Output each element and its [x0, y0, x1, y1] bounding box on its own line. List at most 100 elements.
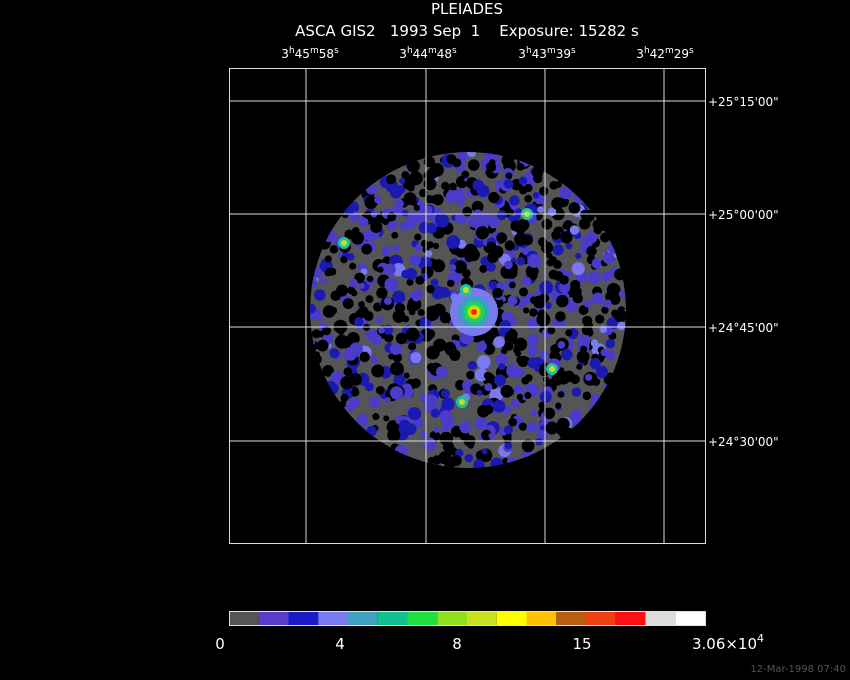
image-patch — [377, 266, 384, 273]
image-patch — [583, 299, 592, 308]
image-patch — [409, 254, 421, 266]
image-patch — [344, 229, 355, 240]
ra-value: 58 — [319, 47, 334, 61]
image-patch — [370, 333, 382, 346]
image-patch — [524, 374, 533, 382]
image-patch — [537, 206, 544, 213]
colorbar-frame — [229, 611, 706, 626]
image-patch — [569, 225, 580, 235]
image-patch — [415, 243, 424, 252]
image-patch — [473, 209, 482, 218]
image-patch — [425, 329, 436, 339]
colorbar-segment — [348, 612, 378, 625]
colorbar-segment — [407, 612, 438, 625]
image-patch — [505, 172, 513, 180]
image-patch — [495, 353, 509, 367]
image-patch — [565, 329, 573, 337]
source — [459, 399, 465, 405]
image-patch — [365, 295, 374, 304]
image-patch — [575, 252, 582, 260]
image-patch — [551, 197, 564, 210]
image-patch — [504, 240, 515, 251]
image-patch — [545, 421, 559, 435]
colorbar-segment — [229, 612, 259, 625]
image-patch — [370, 220, 383, 234]
image-patch — [529, 308, 538, 317]
image-patch — [386, 174, 397, 185]
colorbar-segment — [645, 612, 676, 625]
image-patch — [394, 302, 406, 314]
image-patch — [457, 199, 465, 207]
image-patch — [568, 202, 581, 214]
image-patch — [509, 281, 516, 289]
image-patch — [516, 256, 526, 266]
image-patch — [325, 267, 334, 276]
image-patch — [503, 178, 514, 189]
image-patch — [493, 336, 505, 348]
image-patch — [403, 372, 410, 379]
colorbar-segment — [437, 612, 467, 625]
image-patch — [352, 226, 360, 235]
image-patch — [410, 163, 420, 172]
image-patch — [329, 348, 340, 359]
image-patch — [504, 341, 514, 351]
image-patch — [483, 371, 492, 380]
image-patch — [447, 279, 455, 287]
image-patch — [492, 287, 503, 299]
image-patch — [426, 241, 434, 249]
colorbar-segment — [467, 612, 497, 625]
image-patch — [384, 396, 391, 403]
image-patch — [535, 289, 542, 296]
timestamp: 12-Mar-1998 07:40 — [750, 664, 846, 675]
image-patch — [530, 296, 538, 305]
image-patch — [389, 386, 404, 400]
colorbar-segment — [377, 612, 408, 625]
image-patch — [420, 431, 428, 438]
image-patch — [349, 278, 358, 288]
image-patch — [605, 291, 617, 303]
image-patch — [359, 217, 369, 227]
image-patch — [544, 301, 552, 310]
image-patch — [343, 367, 353, 377]
image-patch — [524, 392, 532, 400]
image-patch — [473, 458, 484, 468]
image-patch — [320, 276, 327, 284]
colorbar-segment — [615, 612, 646, 625]
image-patch — [527, 357, 539, 369]
image-patch — [487, 215, 500, 228]
image-patch — [555, 402, 562, 409]
image-patch — [322, 364, 334, 377]
image-patch — [547, 326, 556, 335]
image-patch — [464, 453, 474, 463]
ra-label: 3h45m58s — [281, 46, 339, 61]
image-patch — [514, 337, 528, 351]
image-patch — [504, 260, 513, 270]
image-patch — [524, 183, 533, 193]
image-patch — [446, 154, 457, 165]
ra-unit: m — [547, 46, 556, 56]
image-patch — [347, 286, 356, 295]
image-patch — [359, 351, 370, 363]
image-patch — [441, 181, 450, 190]
image-patch — [349, 373, 362, 386]
image-patch — [384, 333, 394, 343]
image-patch — [426, 222, 437, 234]
image-patch — [588, 271, 601, 284]
image-patch — [439, 311, 452, 324]
ra-unit: m — [310, 46, 319, 56]
image-patch — [580, 345, 588, 353]
image-patch — [324, 255, 332, 263]
image-patch — [618, 290, 626, 297]
colorbar-label: 8 — [452, 635, 462, 653]
ra-value: 45 — [295, 47, 310, 61]
image-patch — [466, 152, 477, 158]
image-patch — [443, 341, 456, 354]
image-patch — [570, 279, 581, 291]
image-patch — [435, 366, 448, 379]
image-patch — [383, 324, 394, 335]
image-patch — [310, 303, 317, 314]
image-patch — [399, 177, 406, 184]
image-patch — [507, 295, 518, 306]
image-patch — [429, 162, 444, 177]
